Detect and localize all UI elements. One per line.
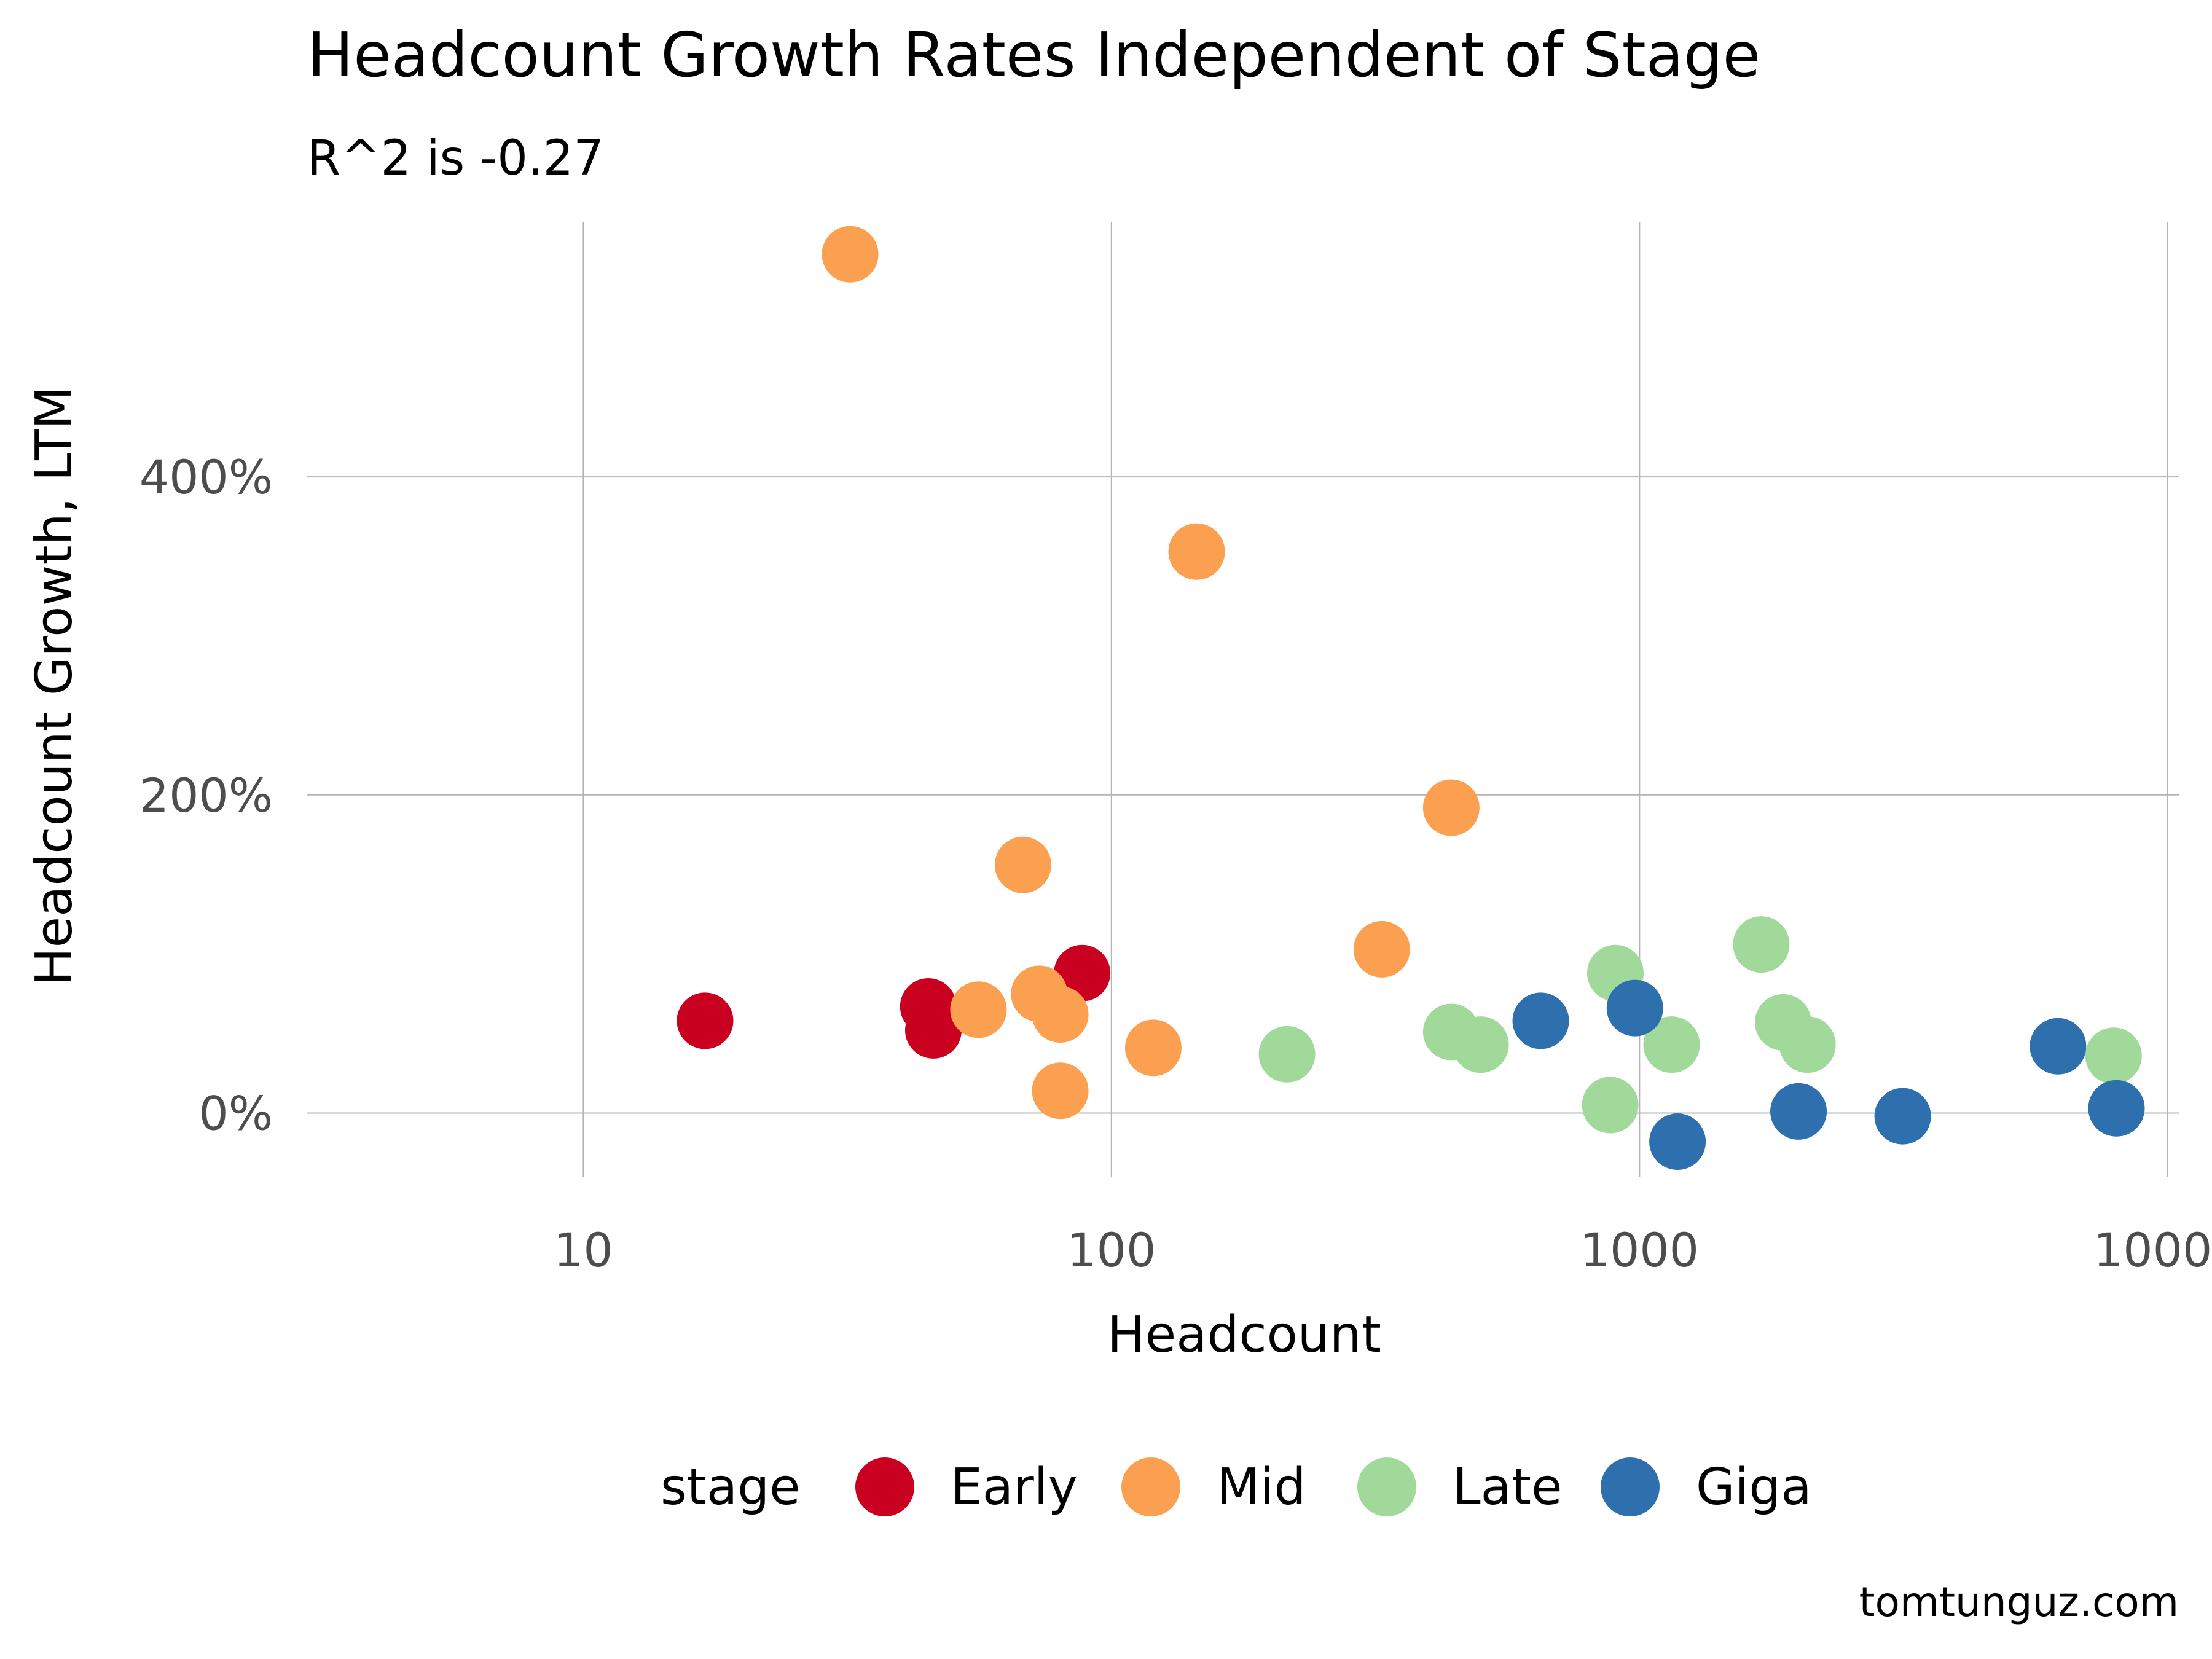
y-tick-label: 0% [198, 1086, 273, 1140]
data-point-mid [1422, 779, 1480, 836]
data-point-mid [1124, 1019, 1182, 1077]
data-point-early [1054, 944, 1111, 1002]
legend-title: stage [661, 1458, 801, 1516]
legend-label-giga: Giga [1696, 1458, 1812, 1516]
series-mid [822, 226, 1480, 1120]
data-point-late [2085, 1027, 2142, 1084]
data-point-late [1779, 1016, 1836, 1073]
x-tick-label: 10 [554, 1223, 613, 1277]
x-tick-label: 10000 [2093, 1223, 2212, 1277]
data-point-giga [1649, 1113, 1706, 1171]
data-point-giga [2030, 1018, 2087, 1075]
legend-swatch-giga [1601, 1457, 1660, 1516]
x-tick-label: 1000 [1580, 1223, 1699, 1277]
chart-subtitle: R^2 is -0.27 [307, 131, 604, 186]
legend-swatch-mid [1121, 1457, 1180, 1516]
data-point-mid [1353, 920, 1410, 978]
legend-label-mid: Mid [1217, 1458, 1306, 1516]
data-point-late [1452, 1016, 1509, 1073]
data-point-early [677, 992, 734, 1049]
legend-label-early: Early [951, 1458, 1078, 1516]
grid-lines [307, 222, 2179, 1177]
x-tick-label: 100 [1067, 1223, 1156, 1277]
legend: stage Early Mid Late Giga [661, 1457, 1812, 1516]
series-late [1258, 916, 2142, 1134]
data-point-late [1643, 1016, 1700, 1073]
data-point-late [1258, 1026, 1316, 1083]
data-point-mid [822, 226, 879, 283]
chart-caption: tomtunguz.com [1859, 1579, 2179, 1626]
axis-tick-labels: 0% 200% 400% 10 100 1000 10000 [139, 450, 2212, 1277]
data-point-late [1582, 1077, 1639, 1134]
data-point-giga [1770, 1083, 1827, 1140]
y-tick-label: 400% [139, 450, 273, 504]
series-giga [1512, 979, 2145, 1171]
data-point-giga [1874, 1088, 1931, 1145]
data-point-mid [1168, 523, 1225, 580]
data-point-giga [1512, 992, 1569, 1049]
y-tick-label: 200% [139, 768, 273, 823]
x-axis-title: Headcount [1107, 1306, 1381, 1364]
series-early [677, 944, 1111, 1059]
data-point-giga [2088, 1080, 2145, 1137]
data-points [677, 226, 2145, 1171]
legend-swatch-late [1357, 1457, 1416, 1516]
data-point-mid [1032, 1062, 1089, 1120]
data-point-mid [950, 981, 1007, 1038]
legend-swatch-early [855, 1457, 914, 1516]
data-point-early [905, 1002, 962, 1059]
legend-label-late: Late [1453, 1458, 1563, 1516]
data-point-mid [994, 836, 1051, 893]
data-point-late [1733, 916, 1790, 973]
data-point-mid [1032, 986, 1089, 1043]
data-point-giga [1606, 979, 1663, 1037]
chart-title: Headcount Growth Rates Independent of St… [307, 19, 1760, 91]
y-axis-title: Headcount Growth, LTM [25, 386, 84, 986]
